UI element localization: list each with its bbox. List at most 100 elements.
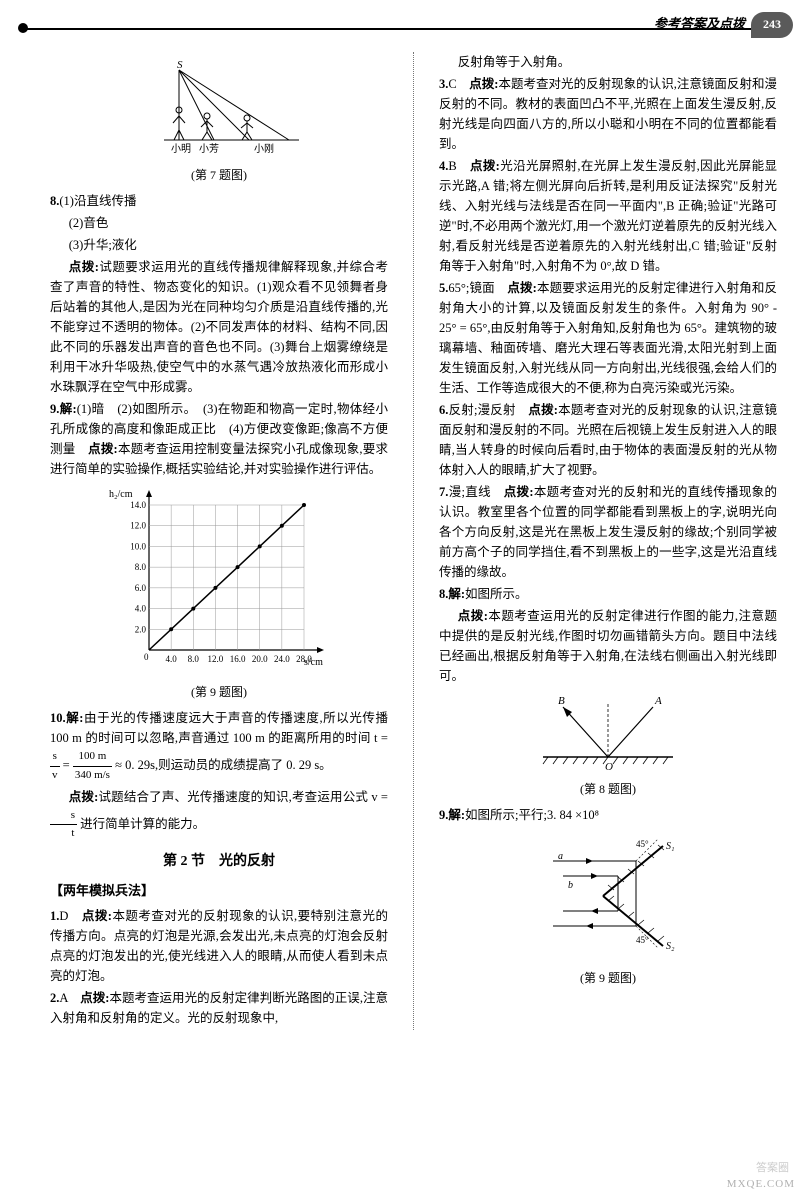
svg-text:16.0: 16.0 [230, 654, 246, 664]
q10-eq: = [63, 758, 73, 772]
r-q8-dianbo: 点拨:本题考查运用光的反射定律进行作图的能力,注意题中提供的是反射光线,作图时切… [439, 606, 777, 686]
s2-q1-ans: D [59, 909, 81, 923]
r-q6: 6.反射;漫反射 点拨:本题考查对光的反射现象的认识,注意镜面反射和漫反射的不同… [439, 400, 777, 480]
q8-line1: 8.(1)沿直线传播 [50, 191, 388, 211]
fig8-label-a: A [654, 695, 662, 707]
r-q9: 9.解:如图所示;平行;3. 84 ×10⁸ [439, 805, 777, 825]
r-q8-text: 本题考查运用光的反射定律进行作图的能力,注意题中提供的是反射光线,作图时切勿画错… [439, 609, 777, 683]
q10-line: 10.解:由于光的传播速度远大于声音的传播速度,所以光传播 100 m 的时间可… [50, 708, 388, 784]
fig9r-s1: S₁ [666, 841, 674, 852]
s2-q1-dianbo-label: 点拨: [82, 909, 112, 923]
svg-text:14.0: 14.0 [130, 500, 146, 510]
fig9r-a: a [558, 851, 563, 862]
fig9r-b: b [568, 880, 573, 891]
section-2-title: 第 2 节 光的反射 [50, 851, 388, 873]
r-q6-num: 6. [439, 403, 448, 417]
q10-text1: 由于光的传播速度远大于声音的传播速度,所以光传播 100 m 的时间可以忽略,声… [50, 711, 388, 745]
q10-dianbo2: 进行简单计算的能力。 [80, 817, 205, 831]
r-q7-ans: 漫;直线 [448, 485, 503, 499]
svg-text:4.0: 4.0 [135, 604, 147, 614]
chart-ylabel: h₂/cm [109, 489, 133, 500]
q10-frac1: sv [50, 748, 60, 784]
fig9r-s2: S₂ [666, 941, 675, 952]
q10-dianbo: 点拨:试题结合了声、光传播速度的知识,考查运用公式 v = st 进行简单计算的… [50, 787, 388, 843]
r-q7-text: 本题考查对光的反射和光的直线传播现象的认识。教室里各个位置的同学都能看到黑板上的… [439, 485, 777, 579]
q10-dianbo-text: 试题结合了声、光传播速度的知识,考查运用公式 v = [98, 790, 388, 804]
svg-text:4.0: 4.0 [166, 654, 178, 664]
svg-text:20.0: 20.0 [252, 654, 268, 664]
q8-num: 8. [50, 194, 59, 208]
r-q8-ans: 如图所示。 [465, 587, 528, 601]
r-q7-dianbo-label: 点拨: [504, 485, 534, 499]
fig9r-ang2: 45° [636, 935, 649, 945]
q10-frac2-den: 340 m/s [73, 767, 112, 785]
r-q9-ans: 如图所示;平行;3. 84 ×10⁸ [465, 808, 599, 822]
fig9r-ang1: 45° [636, 839, 649, 849]
q10-frac2: 100 m340 m/s [73, 748, 112, 784]
svg-text:28.0: 28.0 [296, 654, 312, 664]
q10-dianbo-label: 点拨: [69, 790, 99, 804]
q10-frac2-num: 100 m [73, 748, 112, 767]
r-q8: 8.解:如图所示。 [439, 584, 777, 604]
r-q4-num: 4. [439, 159, 448, 173]
page-number-badge: 243 [751, 12, 793, 38]
svg-text:24.0: 24.0 [274, 654, 290, 664]
r-q5-ans: 65°;镜面 [448, 281, 507, 295]
q10-frac3-den: t [50, 825, 77, 843]
column-divider [413, 52, 414, 1030]
fig9r-caption: (第 9 题图) [439, 969, 777, 988]
r-q5-num: 5. [439, 281, 448, 295]
q10-frac1-den: v [50, 767, 60, 785]
q10-frac3: st [50, 807, 77, 843]
s2-q2: 2.A 点拨:本题考查运用光的反射定律判断光路图的正误,注意入射角和反射角的定义… [50, 988, 388, 1028]
r-q4-text: 光沿光屏照射,在光屏上发生漫反射,因此光屏能显示光路,A 错;将左侧光屏向后折转… [439, 159, 777, 273]
fig9-caption: (第 9 题图) [50, 683, 388, 702]
s2-q1-num: 1. [50, 909, 59, 923]
r-q3: 3.C 点拨:本题考查对光的反射现象的认识,注意镜面反射和漫反射的不同。教材的表… [439, 74, 777, 154]
r-q3-dianbo-label: 点拨: [469, 77, 498, 91]
r-q9-jie: 解: [448, 808, 465, 822]
q10-jie: 解: [66, 711, 84, 725]
main-content: S 小明 小芳 小刚 (第 7 题图) 8.(1)沿直线传播 (2)音色 [0, 42, 807, 1040]
r-q5-text: 本题要求运用光的反射定律进行入射角和反射角大小的计算,以及镜面反射发生的条件。入… [439, 281, 777, 395]
figure-7: S 小明 小芳 小刚 (第 7 题图) [50, 58, 388, 185]
r-q5: 5.65°;镜面 点拨:本题要求运用光的反射定律进行入射角和反射角大小的计算,以… [439, 278, 777, 398]
fig8-caption: (第 8 题图) [439, 780, 777, 799]
watermark-cn: 答案圈 [756, 1160, 789, 1178]
figure-9-chart: h₂/cm s/cm 2.04.06.08.010.012.014.0 4.08… [50, 485, 388, 702]
fig8-label-o: O [605, 761, 613, 772]
r-q4-dianbo-label: 点拨: [470, 159, 500, 173]
fig7-caption: (第 7 题图) [50, 166, 388, 185]
q8-a3: (3)升华;液化 [50, 235, 388, 255]
svg-text:10.0: 10.0 [130, 542, 146, 552]
r-q9-num: 9. [439, 808, 448, 822]
r-q3-ans: C [448, 77, 469, 91]
s2-q2-ans: A [59, 991, 80, 1005]
q8-dianbo-text: 试题要求运用光的直线传播规律解释现象,并综合考查了声音的特性、物态变化的知识。(… [50, 260, 388, 394]
r-q3-num: 3. [439, 77, 448, 91]
q9-jie: 解: [59, 402, 76, 416]
q8-dianbo-label: 点拨: [69, 260, 99, 274]
svg-text:12.0: 12.0 [208, 654, 224, 664]
r-q6-ans: 反射;漫反射 [448, 403, 528, 417]
figure-9-right: 45° 45° S₁ S₂ a b (第 9 题图) [439, 831, 777, 988]
r-q6-dianbo-label: 点拨: [528, 403, 558, 417]
right-column: 反射角等于入射角。 3.C 点拨:本题考查对光的反射现象的认识,注意镜面反射和漫… [439, 52, 777, 1030]
fig7-label-c: 小刚 [254, 143, 274, 155]
fig8-label-b: B [558, 695, 565, 707]
figure-8-right: B A O (第 8 题图) [439, 692, 777, 799]
left-column: S 小明 小芳 小刚 (第 7 题图) 8.(1)沿直线传播 (2)音色 [50, 52, 388, 1030]
fig7-label-s: S [177, 59, 183, 71]
q8-a1: (1)沿直线传播 [59, 194, 136, 208]
r-q8-num: 8. [439, 587, 448, 601]
svg-text:0: 0 [144, 652, 149, 662]
r-q7-num: 7. [439, 485, 448, 499]
r-q7: 7.漫;直线 点拨:本题考查对光的反射和光的直线传播现象的认识。教室里各个位置的… [439, 482, 777, 582]
moni-title: 【两年模拟兵法】 [50, 881, 388, 902]
r-q4: 4.B 点拨:光沿光屏照射,在光屏上发生漫反射,因此光屏能显示光路,A 错;将左… [439, 156, 777, 276]
q10-num: 10. [50, 711, 66, 725]
q9-chart-svg: h₂/cm s/cm 2.04.06.08.010.012.014.0 4.08… [109, 485, 329, 675]
svg-text:8.0: 8.0 [135, 562, 147, 572]
watermark-url: MXQE.COM [727, 1176, 795, 1194]
q2-cont: 反射角等于入射角。 [439, 52, 777, 72]
